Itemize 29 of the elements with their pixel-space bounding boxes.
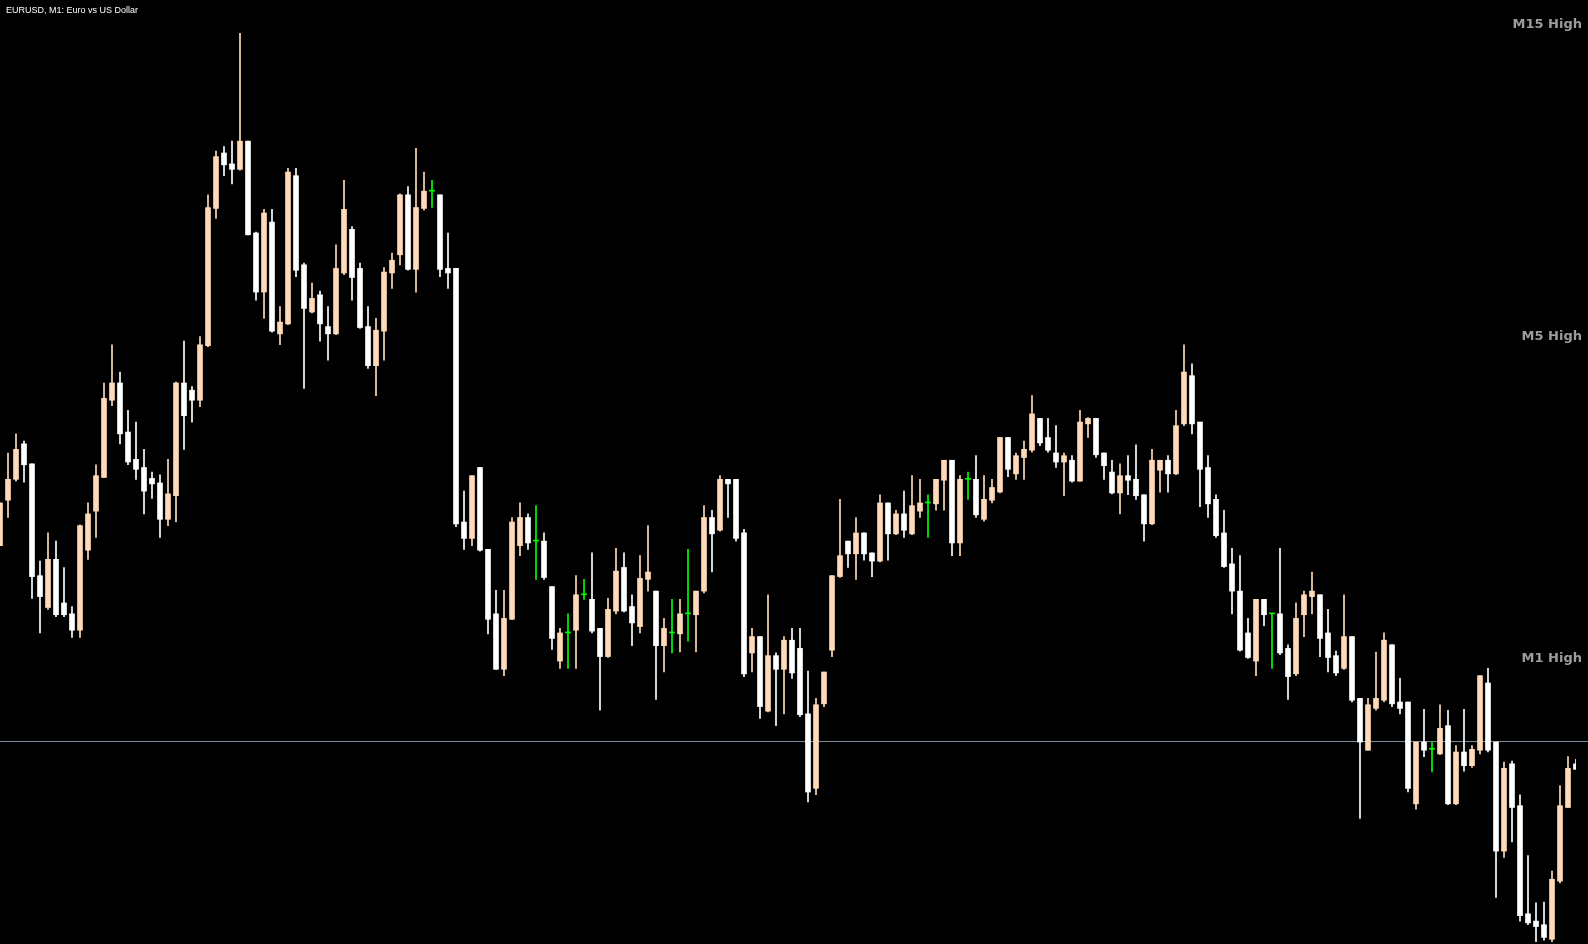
candlestick bbox=[61, 567, 67, 617]
candlestick bbox=[645, 525, 651, 592]
candlestick bbox=[581, 578, 587, 600]
chart-title: EURUSD, M1: Euro vs US Dollar bbox=[6, 5, 139, 16]
candlestick bbox=[1525, 855, 1531, 926]
candlestick bbox=[1461, 708, 1467, 772]
annotation: M1 High bbox=[1521, 650, 1582, 666]
candlestick bbox=[1533, 902, 1539, 942]
candlestick bbox=[237, 33, 243, 171]
candlestick bbox=[1021, 440, 1027, 480]
candlestick bbox=[1125, 455, 1131, 496]
candlestick bbox=[965, 471, 971, 500]
candlestick bbox=[1309, 571, 1315, 615]
candlestick bbox=[325, 306, 331, 361]
candlestick bbox=[149, 471, 155, 499]
text: M15 High bbox=[1512, 16, 1582, 32]
candlestick bbox=[1397, 678, 1403, 715]
candlestick bbox=[1053, 425, 1059, 468]
candlestick bbox=[1373, 651, 1379, 711]
candlestick bbox=[1429, 741, 1435, 773]
candlestick bbox=[133, 421, 139, 480]
candlestick bbox=[773, 652, 779, 726]
candlestick bbox=[229, 140, 235, 185]
candlestick bbox=[1061, 452, 1067, 497]
candlestick bbox=[725, 478, 731, 518]
candlestick bbox=[917, 478, 923, 518]
candlestick bbox=[445, 232, 451, 289]
candlestick bbox=[1421, 708, 1427, 757]
annotation: M5 High bbox=[1521, 328, 1582, 344]
